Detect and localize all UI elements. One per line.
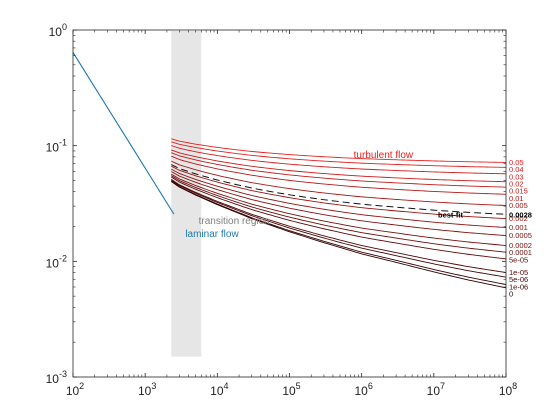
roughness-label: 0.015 [509, 187, 528, 196]
tick-label: 107 [427, 381, 445, 398]
tick-label: 106 [354, 381, 372, 398]
roughness-label: 0.005 [509, 201, 528, 210]
roughness-curve [171, 168, 507, 228]
tick-label: 102 [66, 381, 84, 398]
best-fit-value: 0.0028 [509, 210, 532, 219]
roughness-label: 0.0005 [509, 231, 532, 240]
roughness-label: 0.04 [509, 165, 524, 174]
roughness-curve [171, 171, 507, 237]
roughness-curve [171, 160, 507, 206]
tick-label: 105 [282, 381, 300, 398]
roughness-curve [171, 141, 507, 168]
roughness-label: 5e-06 [509, 275, 528, 284]
roughness-curve [171, 173, 507, 246]
roughness-label: 0.02 [509, 180, 524, 189]
roughness-curve [171, 145, 507, 175]
roughness-curve [171, 152, 507, 188]
roughness-label: 0.03 [509, 172, 524, 181]
tick-label: 100 [49, 22, 67, 39]
roughness-label: 1e-05 [509, 268, 528, 277]
best-fit-curve [171, 164, 507, 215]
roughness-label: 5e-05 [509, 255, 528, 264]
roughness-curve [171, 165, 507, 220]
transition-region-label: transition region [199, 216, 270, 227]
roughness-label: 0.05 [509, 158, 524, 167]
roughness-curve [171, 181, 507, 289]
tick-label: 10-2 [46, 253, 67, 270]
tick-label: 104 [210, 381, 228, 398]
roughness-curve [171, 179, 507, 278]
tick-label: 10-1 [46, 138, 67, 155]
roughness-label: 1e-06 [509, 282, 528, 291]
tick-label: 10-3 [46, 369, 67, 386]
best-fit-label: best-fit [438, 210, 464, 219]
roughness-label: 0.002 [509, 214, 528, 223]
roughness-curve [171, 176, 507, 260]
tick-label: 103 [138, 381, 156, 398]
roughness-label: 0.0002 [509, 241, 532, 250]
axis-ticks: 102 103 104 105 106 107 108 10-3 10-2 10-1 100 [46, 22, 518, 398]
roughness-label: 0.01 [509, 194, 524, 203]
roughness-curve [171, 175, 507, 253]
tick-label: 108 [499, 381, 517, 398]
roughness-label: 0.0001 [509, 248, 532, 257]
roughness-curve [171, 179, 507, 273]
roughness-curve [171, 149, 507, 183]
laminar-line [72, 52, 175, 215]
roughness-curve [171, 138, 507, 163]
roughness-label: 0.001 [509, 223, 528, 232]
plot-area [72, 31, 507, 357]
roughness-curve [171, 155, 507, 195]
roughness-label: 0 [509, 290, 513, 299]
laminar-flow-label: laminar flow [185, 229, 239, 240]
turbulent-flow-label: turbulent flow [354, 150, 414, 161]
roughness-curve [171, 180, 507, 285]
